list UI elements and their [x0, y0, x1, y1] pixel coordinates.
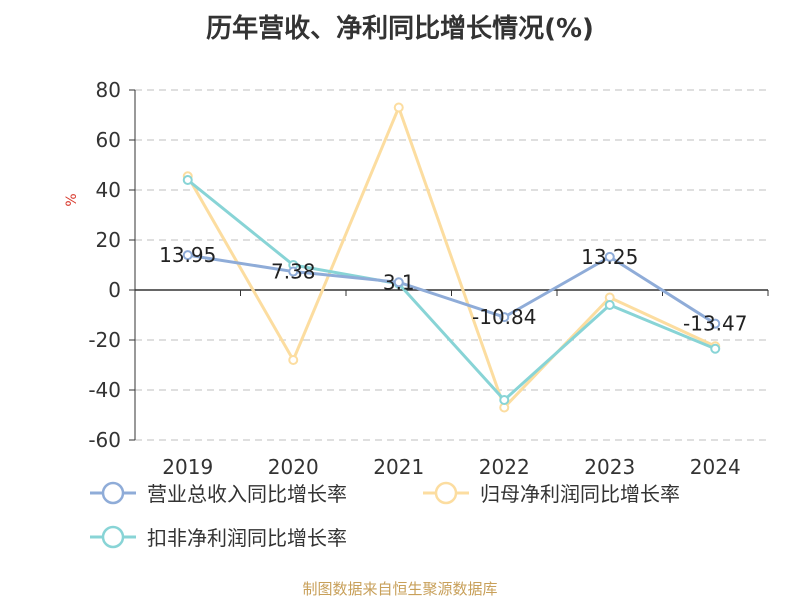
data-point — [182, 250, 193, 261]
data-point — [710, 318, 721, 329]
data-label: 13.95 — [159, 243, 216, 267]
legend-marker — [434, 481, 458, 505]
series-line — [187, 253, 717, 325]
data-label: 7.38 — [271, 260, 316, 284]
series-line — [186, 106, 716, 409]
data-point — [288, 266, 299, 277]
legend-label: 扣非净利润同比增长率 — [147, 526, 347, 550]
data-point — [710, 343, 721, 354]
y-tick-label: 0 — [108, 278, 121, 302]
legend-label: 归母净利润同比增长率 — [480, 482, 680, 506]
y-tick-label: -20 — [88, 328, 121, 352]
data-label: -13.47 — [683, 312, 747, 336]
data-label: -10.84 — [472, 305, 536, 329]
legend-marker — [101, 525, 125, 549]
source-note: 制图数据来自恒生聚源数据库 — [302, 580, 498, 598]
data-label: 13.25 — [581, 245, 638, 269]
x-tick-label: 2021 — [373, 455, 424, 479]
y-tick-label: -40 — [88, 378, 121, 402]
y-tick-label: 60 — [96, 128, 121, 152]
x-tick-label: 2020 — [268, 455, 319, 479]
x-tick-label: 2023 — [584, 455, 635, 479]
x-tick-label: 2024 — [690, 455, 741, 479]
y-tick-label: 20 — [96, 228, 121, 252]
data-point — [288, 355, 299, 365]
y-axis-label: % — [64, 193, 80, 206]
data-point — [604, 300, 615, 310]
y-tick-label: 80 — [96, 78, 121, 102]
data-point — [393, 102, 404, 113]
data-point — [499, 312, 510, 323]
series-line — [186, 178, 716, 402]
x-tick-label: 2022 — [479, 455, 530, 479]
data-point — [604, 251, 615, 262]
data-label: 3.1 — [383, 270, 415, 294]
legend-label: 营业总收入同比增长率 — [147, 482, 347, 506]
y-tick-label: 40 — [96, 178, 121, 202]
data-point — [393, 277, 404, 288]
data-point — [499, 395, 510, 405]
x-tick-label: 2019 — [162, 455, 213, 479]
chart-title: 历年营收、净利同比增长情况(%) — [206, 14, 594, 44]
data-point — [182, 175, 193, 185]
y-tick-label: -60 — [88, 428, 121, 452]
legend-marker — [101, 481, 125, 505]
